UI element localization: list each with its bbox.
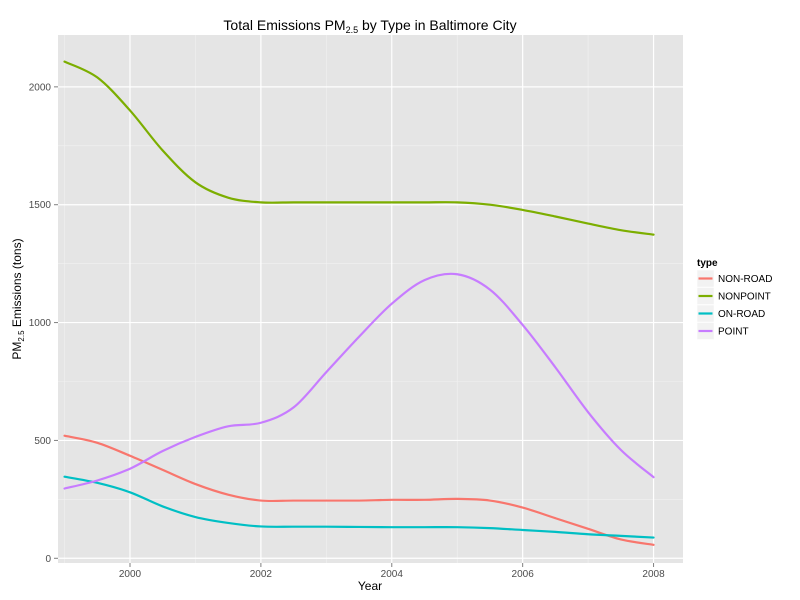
legend-label: NONPOINT	[718, 292, 771, 303]
legend: type NON-ROAD NONPOINT ON-ROAD POINT	[696, 258, 772, 340]
x-tick-label: 2000	[119, 569, 142, 580]
panel-background	[58, 35, 683, 563]
series-lines	[63, 60, 655, 546]
y-tick-label: 1000	[29, 318, 52, 329]
x-axis-ticks: 2000 2002 2004 2006 2008	[119, 563, 665, 580]
legend-label: POINT	[718, 327, 749, 338]
y-tick-label: 2000	[29, 82, 52, 93]
y-tick-label: 0	[45, 554, 51, 565]
y-tick-label: 1500	[29, 200, 52, 211]
legend-label: ON-ROAD	[718, 309, 765, 320]
legend-title: type	[697, 258, 718, 269]
legend-items: NON-ROAD NONPOINT ON-ROAD POINT	[696, 269, 772, 340]
legend-label: NON-ROAD	[718, 274, 772, 285]
chart-title: Total Emissions PM2.5 by Type in Baltimo…	[223, 17, 516, 35]
x-tick-label: 2002	[250, 569, 273, 580]
y-axis-title: PM2.5 Emissions (tons)	[10, 238, 26, 359]
x-tick-label: 2006	[512, 569, 535, 580]
y-axis-ticks: 0 500 1000 1500 2000	[29, 82, 58, 565]
x-tick-label: 2008	[642, 569, 665, 580]
x-axis-title: Year	[358, 579, 382, 593]
series-line-on-road	[63, 475, 655, 539]
y-tick-label: 500	[34, 436, 51, 447]
grid-major	[58, 35, 683, 563]
x-tick-label: 2004	[381, 569, 404, 580]
series-line-non-road	[63, 434, 655, 546]
series-line-point	[63, 272, 655, 490]
series-line-nonpoint	[63, 60, 655, 236]
